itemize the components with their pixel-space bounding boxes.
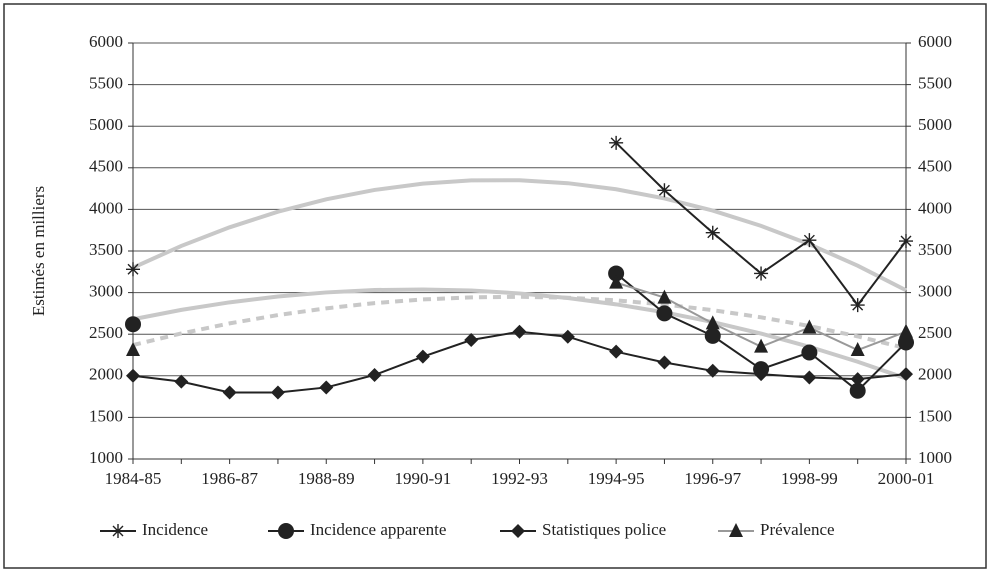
y-tick-label: 4500 xyxy=(89,157,123,176)
legend-label: Prévalence xyxy=(760,520,835,539)
point xyxy=(609,274,624,289)
legend-marker xyxy=(511,524,525,538)
x-tick-label: 1984-85 xyxy=(105,469,162,488)
y2-tick-label: 2500 xyxy=(918,323,952,342)
point xyxy=(850,372,865,387)
point xyxy=(705,363,720,378)
y2-tick-label: 1500 xyxy=(918,406,952,425)
x-tick-label: 1990-91 xyxy=(395,469,452,488)
y2-tick-label: 4500 xyxy=(918,157,952,176)
y2-tick-label: 2000 xyxy=(918,365,952,384)
point xyxy=(754,367,769,382)
point xyxy=(464,333,479,348)
point xyxy=(125,316,141,333)
y2-tick-label: 3000 xyxy=(918,282,952,301)
legend-marker xyxy=(729,523,743,537)
point xyxy=(609,135,624,150)
point xyxy=(802,319,817,334)
y-axis-label: Estimés en milliers xyxy=(29,186,48,316)
y-tick-label: 3000 xyxy=(89,282,123,301)
y-tick-label: 4000 xyxy=(89,198,123,217)
y-tick-label: 6000 xyxy=(89,32,123,51)
point xyxy=(899,323,913,338)
point xyxy=(850,298,865,313)
point xyxy=(415,349,430,364)
x-tick-label: 1996-97 xyxy=(684,469,741,488)
chart-frame xyxy=(3,3,987,569)
point xyxy=(657,183,672,198)
point xyxy=(850,342,865,357)
x-tick-label: 1994-95 xyxy=(588,469,645,488)
trend-line xyxy=(132,287,907,381)
legend-label: Incidence xyxy=(142,520,208,539)
y2-tick-label: 4000 xyxy=(918,198,952,217)
trend-line xyxy=(132,294,907,351)
legend-label: Incidence apparente xyxy=(310,520,446,539)
legend-marker xyxy=(111,524,125,538)
y-tick-label: 1000 xyxy=(89,448,123,467)
point xyxy=(657,355,672,370)
y2-tick-label: 5000 xyxy=(918,115,952,134)
point xyxy=(754,266,769,281)
y-tick-label: 1500 xyxy=(89,406,123,425)
point xyxy=(899,367,913,382)
y-tick-label: 3500 xyxy=(89,240,123,259)
point xyxy=(560,329,575,344)
y-tick-label: 5000 xyxy=(89,115,123,134)
point xyxy=(609,344,624,359)
y2-tick-label: 6000 xyxy=(918,32,952,51)
point xyxy=(319,380,334,395)
point xyxy=(802,233,817,248)
point xyxy=(608,265,625,282)
trend-line xyxy=(132,178,907,293)
point xyxy=(126,368,140,383)
legend-label: Statistiques police xyxy=(542,520,666,539)
point xyxy=(802,370,817,385)
y2-tick-label: 1000 xyxy=(918,448,952,467)
y-tick-label: 2500 xyxy=(89,323,123,342)
x-tick-label: 1992-93 xyxy=(491,469,548,488)
point xyxy=(899,234,913,249)
point xyxy=(512,324,527,339)
point xyxy=(705,315,720,330)
x-tick-label: 1988-89 xyxy=(298,469,355,488)
point xyxy=(704,327,721,344)
point xyxy=(222,385,237,400)
point xyxy=(126,342,140,357)
x-tick-label: 1986-87 xyxy=(201,469,258,488)
y2-tick-label: 5500 xyxy=(918,74,952,93)
point xyxy=(705,225,720,240)
point xyxy=(126,262,140,277)
y-tick-label: 2000 xyxy=(89,365,123,384)
point xyxy=(367,367,382,382)
point xyxy=(801,344,818,361)
point xyxy=(657,289,672,304)
y-tick-label: 5500 xyxy=(89,74,123,93)
x-tick-label: 2000-01 xyxy=(878,469,935,488)
point xyxy=(898,334,914,351)
point xyxy=(849,382,866,399)
x-tick-label: 1998-99 xyxy=(781,469,838,488)
point xyxy=(656,305,673,322)
point xyxy=(754,338,769,353)
legend-marker xyxy=(278,523,294,539)
point xyxy=(270,385,285,400)
y2-tick-label: 3500 xyxy=(918,240,952,259)
point xyxy=(174,374,189,389)
